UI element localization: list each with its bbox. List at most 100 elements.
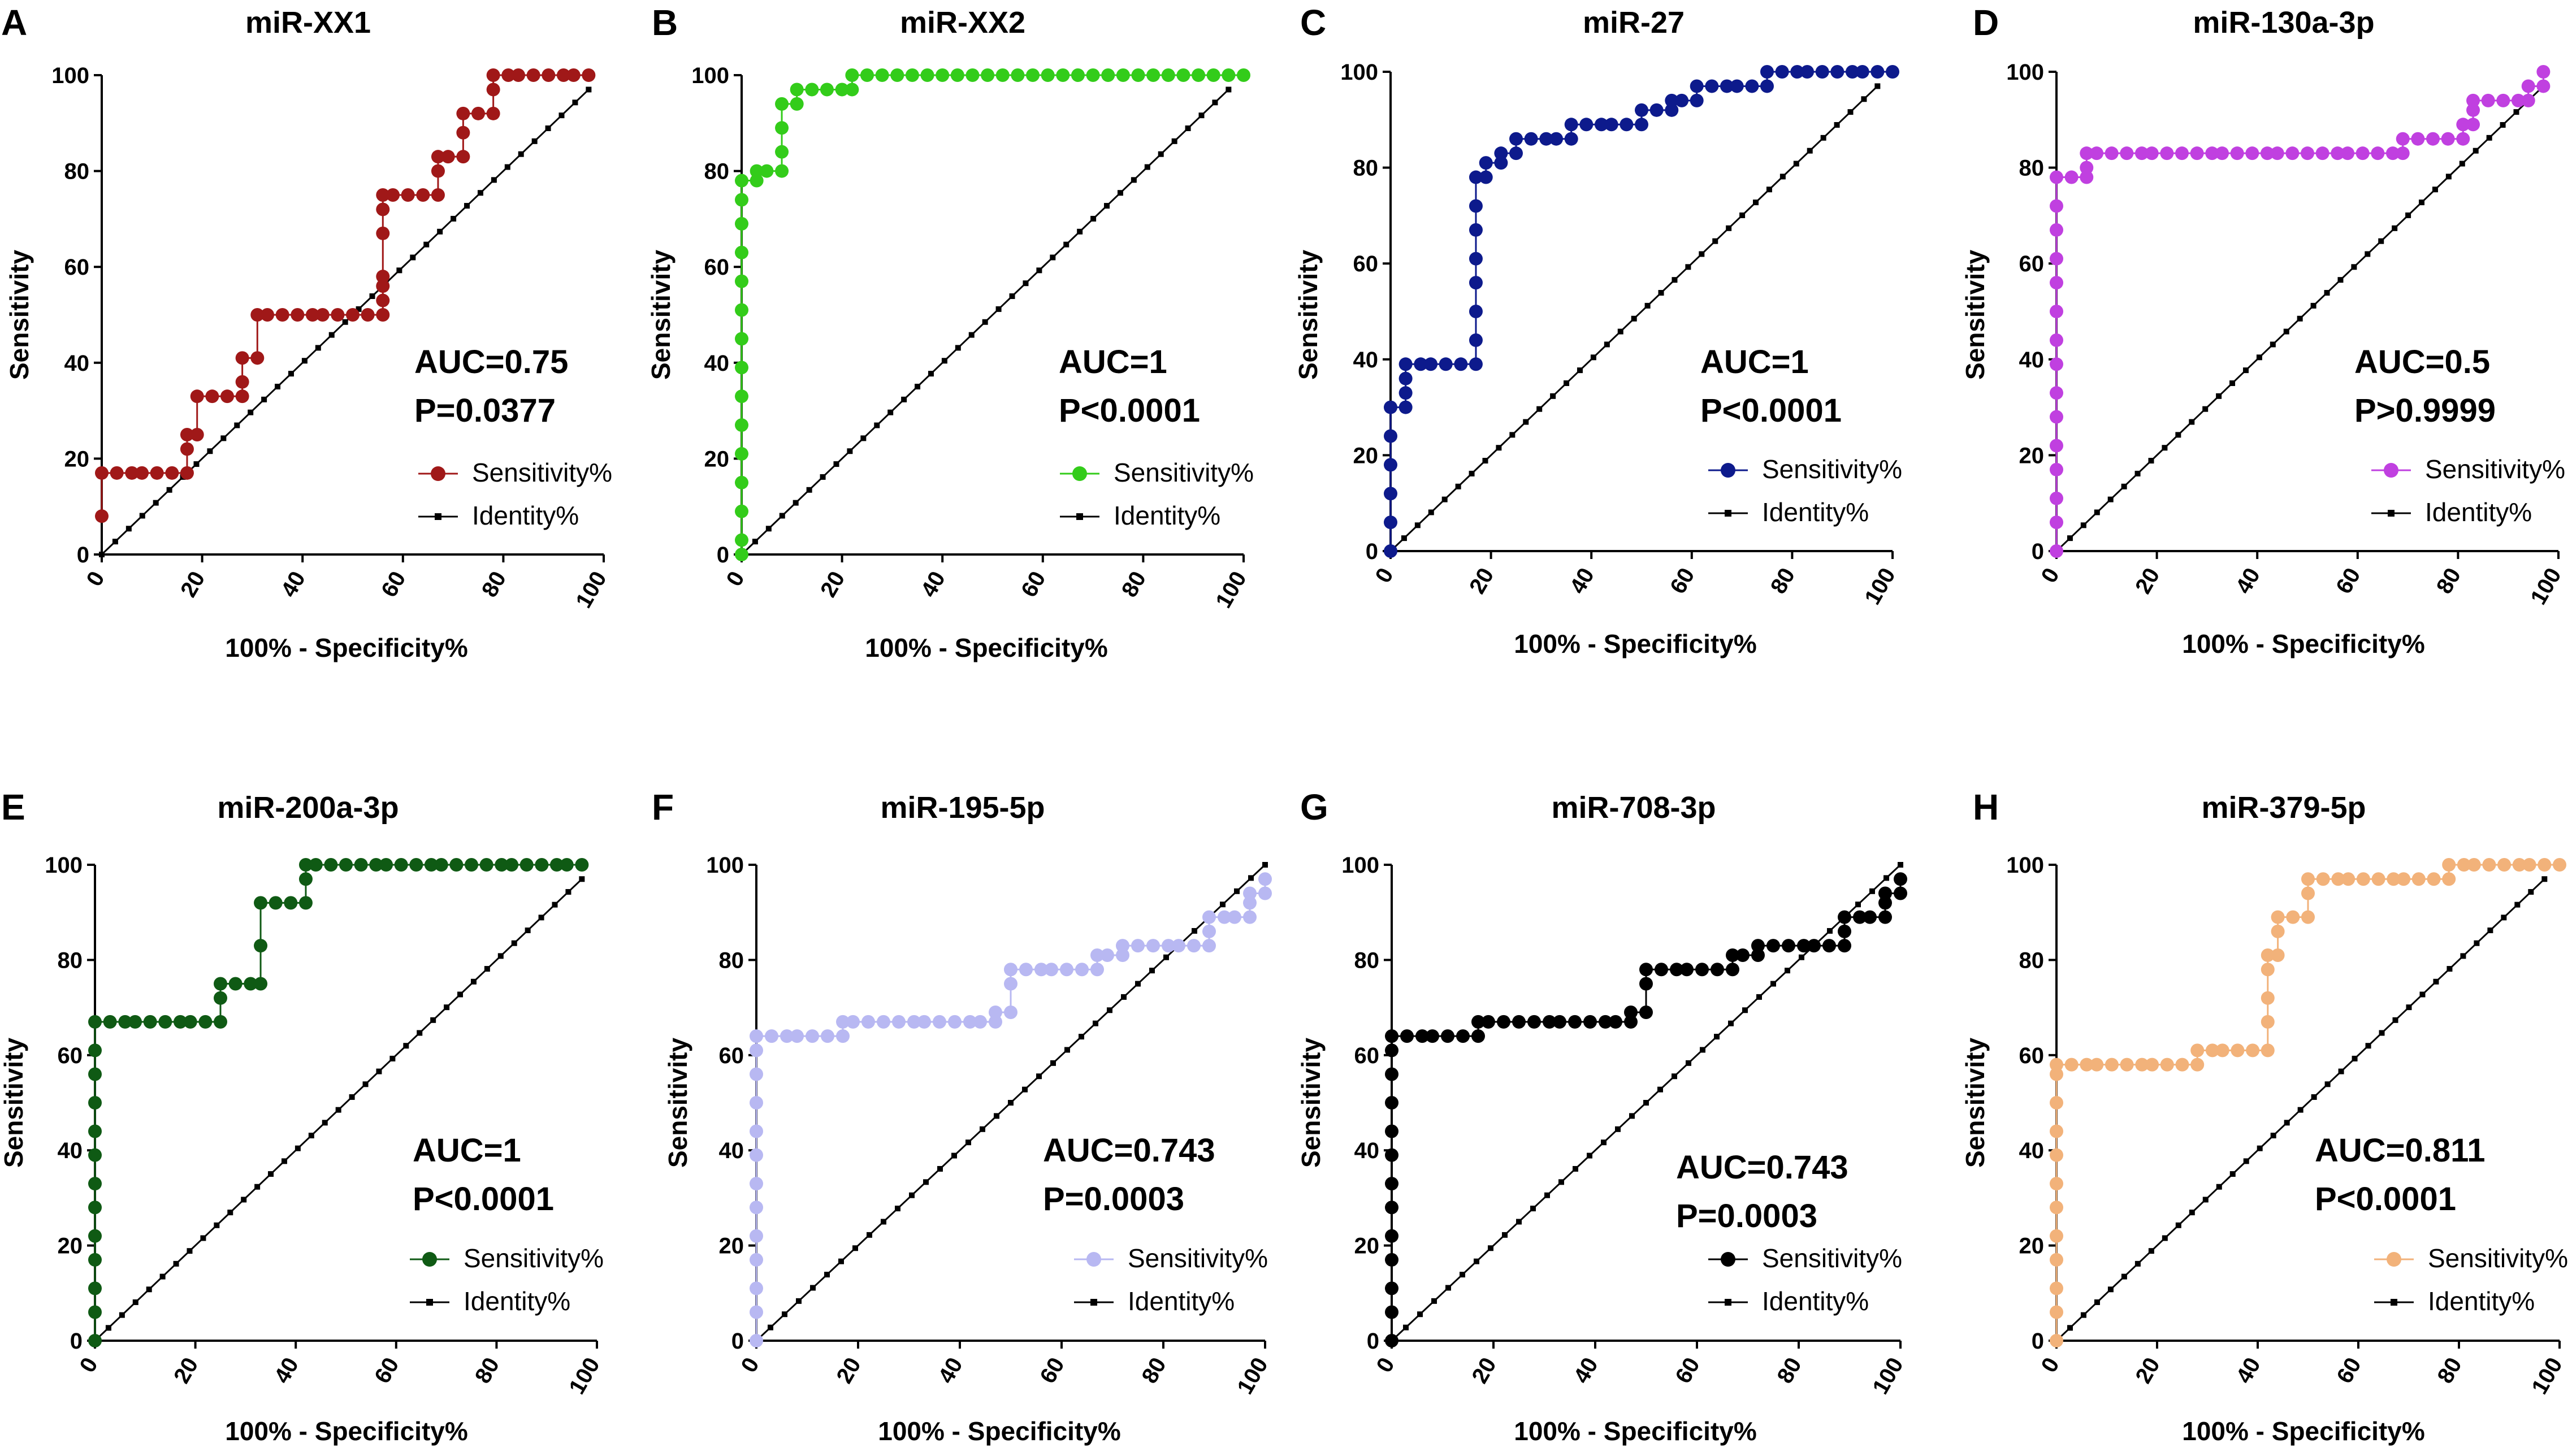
- x-axis-label: 100% - Specificity%: [2182, 629, 2425, 658]
- sensitivity-point: [2050, 462, 2063, 476]
- identity-point: [2283, 328, 2289, 335]
- identity-point: [1121, 994, 1127, 1000]
- sensitivity-point: [495, 858, 509, 872]
- identity-point: [1050, 254, 1056, 261]
- sensitivity-point: [1604, 118, 1618, 132]
- x-axis-label: 100% - Specificity%: [225, 1416, 468, 1446]
- sensitivity-point: [2050, 491, 2063, 505]
- sensitivity-point: [1720, 79, 1734, 93]
- sensitivity-point: [1086, 68, 1100, 82]
- sensitivity-point: [1101, 948, 1114, 962]
- sensitivity-point: [981, 68, 995, 82]
- sensitivity-point: [88, 1281, 102, 1295]
- legend-sensitivity-label: Sensitivity%: [1114, 458, 1254, 487]
- identity-point: [1090, 215, 1097, 222]
- identity-point: [1644, 302, 1651, 309]
- y-tick-label: 0: [731, 1329, 744, 1354]
- panel-letter: B: [652, 2, 678, 43]
- sensitivity-point: [1384, 429, 1397, 443]
- sensitivity-point: [1863, 910, 1877, 924]
- sensitivity-point: [2426, 132, 2440, 146]
- sensitivity-point: [2481, 93, 2495, 107]
- sensitivity-point: [2050, 1177, 2063, 1191]
- y-tick-label: 20: [2019, 443, 2045, 468]
- sensitivity-point: [2331, 146, 2345, 161]
- identity-point: [928, 371, 934, 377]
- identity-point: [2365, 1043, 2371, 1049]
- sensitivity-point: [1131, 68, 1145, 82]
- identity-point: [362, 1081, 369, 1087]
- identity-point: [342, 319, 348, 325]
- sensitivity-point: [1807, 939, 1821, 953]
- auc-label: AUC=0.811: [2315, 1132, 2485, 1169]
- legend-sensitivity-label: Sensitivity%: [2425, 454, 2565, 484]
- sensitivity-point: [2080, 161, 2094, 175]
- sensitivity-point: [1726, 948, 1739, 962]
- identity-point: [2474, 940, 2480, 946]
- sensitivity-point: [1071, 68, 1085, 82]
- y-tick-label: 20: [719, 1234, 744, 1259]
- identity-point: [2107, 496, 2114, 502]
- x-tick-label: 20: [1467, 1354, 1501, 1388]
- x-tick-label: 0: [737, 1354, 764, 1377]
- identity-point: [2189, 419, 2195, 425]
- sensitivity-point: [2120, 1058, 2134, 1072]
- sensitivity-point: [2205, 146, 2219, 161]
- identity-point: [1753, 200, 1759, 206]
- sensitivity-point: [261, 308, 275, 322]
- sensitivity-point: [1385, 1067, 1398, 1081]
- sensitivity-point: [118, 1015, 132, 1029]
- sensitivity-point: [1206, 68, 1220, 82]
- sensitivity-point: [401, 188, 415, 202]
- identity-point: [1799, 954, 1804, 960]
- sensitivity-point: [1424, 357, 1438, 371]
- identity-point: [451, 215, 457, 222]
- sensitivity-point: [1497, 1015, 1510, 1029]
- identity-point: [207, 448, 213, 454]
- sensitivity-point: [1705, 79, 1719, 93]
- identity-point: [887, 409, 894, 415]
- identity-point: [2351, 264, 2357, 270]
- sensitivity-point: [1527, 1015, 1541, 1029]
- sensitivity-point: [2231, 1043, 2245, 1058]
- sensitivity-point: [2261, 991, 2275, 1005]
- sensitivity-point: [1454, 357, 1468, 371]
- sensitivity-point: [2205, 1043, 2219, 1058]
- identity-point: [187, 1248, 193, 1254]
- identity-point: [2094, 1299, 2100, 1305]
- sensitivity-point: [214, 991, 227, 1005]
- identity-point: [1617, 328, 1623, 335]
- identity-point: [1631, 315, 1637, 322]
- sensitivity-point: [2457, 858, 2471, 872]
- identity-point: [214, 1222, 220, 1228]
- legend-sensitivity-label: Sensitivity%: [464, 1243, 604, 1273]
- identity-point: [1530, 1206, 1536, 1212]
- sensitivity-point: [1469, 305, 1483, 318]
- sensitivity-point: [416, 188, 430, 202]
- sensitivity-point: [2387, 872, 2401, 886]
- identity-point: [2528, 889, 2534, 895]
- sensitivity-point: [1635, 103, 1648, 117]
- identity-point: [768, 1324, 773, 1331]
- sensitivity-point: [936, 68, 950, 82]
- x-axis-label: 100% - Specificity%: [2182, 1416, 2425, 1446]
- identity-point: [1573, 1165, 1578, 1172]
- sensitivity-point: [780, 1029, 794, 1043]
- y-tick-label: 80: [64, 159, 90, 184]
- sensitivity-point: [575, 858, 589, 872]
- sensitivity-point: [2175, 146, 2189, 161]
- sensitivity-point: [173, 1015, 187, 1029]
- identity-point: [227, 1210, 233, 1216]
- sensitivity-point: [110, 466, 124, 480]
- sensitivity-point: [1539, 132, 1553, 146]
- sensitivity-point: [1385, 1305, 1398, 1319]
- legend-sensitivity-label: Sensitivity%: [2428, 1243, 2568, 1273]
- y-tick-label: 60: [1353, 252, 1379, 276]
- identity-point: [1403, 1324, 1409, 1331]
- identity-point: [1474, 1258, 1479, 1264]
- identity-point: [315, 345, 321, 351]
- sensitivity-point: [860, 68, 874, 82]
- sensitivity-point: [735, 361, 748, 375]
- sensitivity-point: [1695, 963, 1709, 977]
